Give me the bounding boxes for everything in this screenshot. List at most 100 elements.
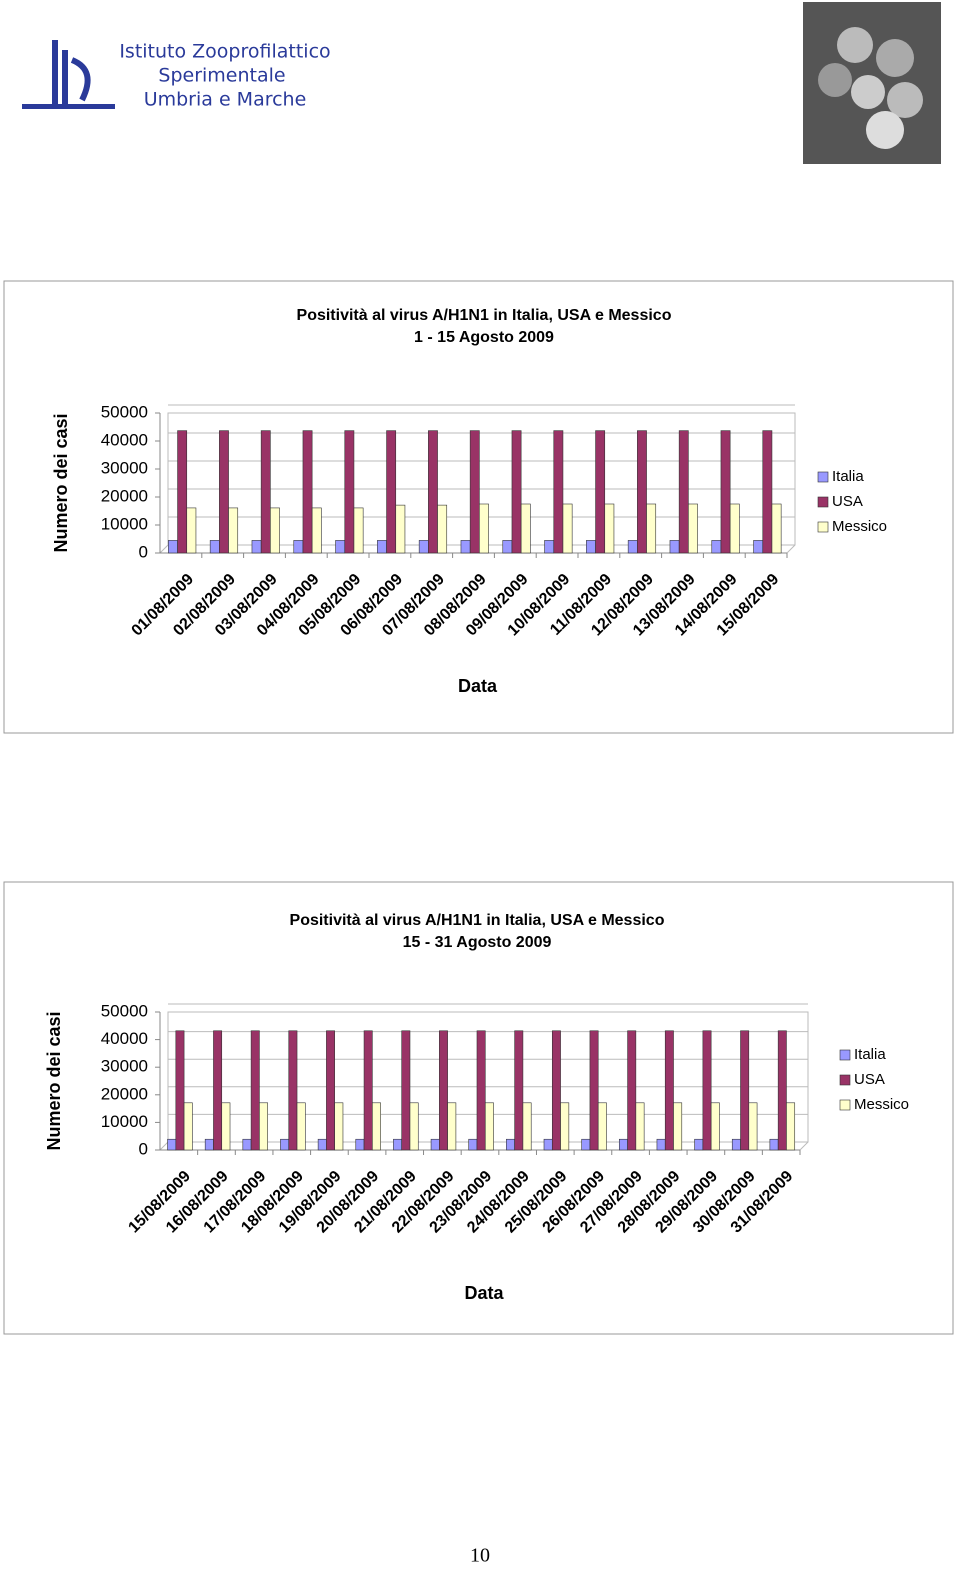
bar (409, 1102, 419, 1151)
bar (175, 1030, 185, 1151)
bar (664, 1030, 674, 1151)
bar (280, 1138, 290, 1151)
bar (183, 1102, 193, 1151)
y-tick-label: 30000 (101, 1057, 148, 1076)
y-tick-label: 10000 (101, 514, 148, 533)
bar (627, 1030, 637, 1151)
bar (604, 503, 615, 554)
bar (317, 1138, 327, 1151)
bar (586, 540, 596, 554)
legend-label: Messico (854, 1096, 909, 1113)
bar (335, 540, 346, 554)
bar (447, 1102, 457, 1151)
bar (678, 430, 689, 554)
bar (711, 540, 722, 554)
bar (260, 430, 271, 554)
y-tick-label: 30000 (101, 458, 148, 477)
bar (589, 1030, 599, 1151)
bar (627, 540, 638, 554)
bar (469, 430, 480, 554)
bar (762, 430, 773, 554)
bar (748, 1102, 758, 1151)
legend-label: USA (854, 1071, 885, 1088)
bar (363, 1030, 373, 1151)
bar (377, 540, 387, 554)
legend-label: Messico (832, 518, 887, 535)
bar (372, 1102, 381, 1151)
bar (479, 503, 489, 554)
legend-label: Italia (854, 1046, 886, 1063)
y-axis-label: Numero dei casi (44, 1011, 64, 1150)
bar (209, 540, 220, 554)
bar (326, 1030, 335, 1151)
legend-label: Italia (832, 468, 864, 485)
bar (344, 430, 355, 554)
bar (296, 1102, 306, 1151)
y-tick-label: 0 (139, 1139, 148, 1158)
bar (460, 540, 471, 554)
bar (168, 540, 178, 554)
bar (311, 507, 322, 554)
chart-subtitle: 1 - 15 Agosto 2009 (414, 329, 554, 346)
bar (786, 1102, 796, 1151)
bar (562, 503, 573, 554)
bar (506, 1138, 515, 1151)
bar (468, 1138, 478, 1151)
bar (293, 540, 304, 554)
bar (656, 1138, 666, 1151)
bar (334, 1102, 344, 1151)
y-tick-label: 20000 (101, 1084, 148, 1103)
bar (511, 430, 522, 554)
bar (186, 507, 197, 554)
bar (437, 504, 448, 554)
bar (597, 1102, 607, 1151)
y-tick-label: 50000 (101, 1001, 148, 1020)
y-tick-label: 20000 (101, 486, 148, 505)
bar (430, 1138, 440, 1151)
bar (484, 1102, 494, 1151)
institute-line: Umbria e Marche (144, 89, 307, 111)
x-axis-label: Data (464, 1283, 504, 1303)
legend-swatch (817, 521, 829, 533)
bar (302, 430, 313, 554)
legend-swatch (839, 1049, 851, 1061)
bar (702, 1030, 712, 1151)
bar (694, 1138, 704, 1151)
bar (401, 1030, 411, 1151)
bar (635, 1102, 645, 1151)
bar (439, 1030, 448, 1151)
bar (753, 540, 764, 554)
bar (595, 430, 606, 554)
bar (355, 1138, 365, 1151)
y-axis-label: Numero dei casi (51, 413, 71, 552)
bar (386, 430, 397, 554)
chart-title: Positività al virus A/H1N1 in Italia, US… (290, 912, 665, 929)
bar (731, 1138, 741, 1151)
chart-title: Positività al virus A/H1N1 in Italia, US… (297, 307, 672, 324)
bar (637, 430, 647, 554)
bar (544, 540, 555, 554)
bar (673, 1102, 683, 1151)
bar (250, 1030, 260, 1151)
bar (502, 540, 513, 554)
institute-line: Istituto Zooprofilattico (119, 41, 330, 63)
bar (204, 1138, 214, 1151)
bar (618, 1138, 628, 1151)
bar (543, 1138, 553, 1151)
bar (213, 1030, 223, 1151)
bar (219, 430, 229, 554)
bar (553, 430, 564, 554)
logo (22, 40, 115, 109)
bar (167, 1138, 177, 1151)
bar (242, 1138, 252, 1151)
page-number: 10 (470, 1545, 490, 1567)
bar (720, 430, 731, 554)
bar (710, 1102, 720, 1151)
legend-label: USA (832, 493, 863, 510)
bar (771, 503, 782, 554)
bar (560, 1102, 570, 1151)
legend-swatch (817, 496, 829, 508)
y-tick-label: 10000 (101, 1112, 148, 1131)
bar (777, 1030, 787, 1151)
